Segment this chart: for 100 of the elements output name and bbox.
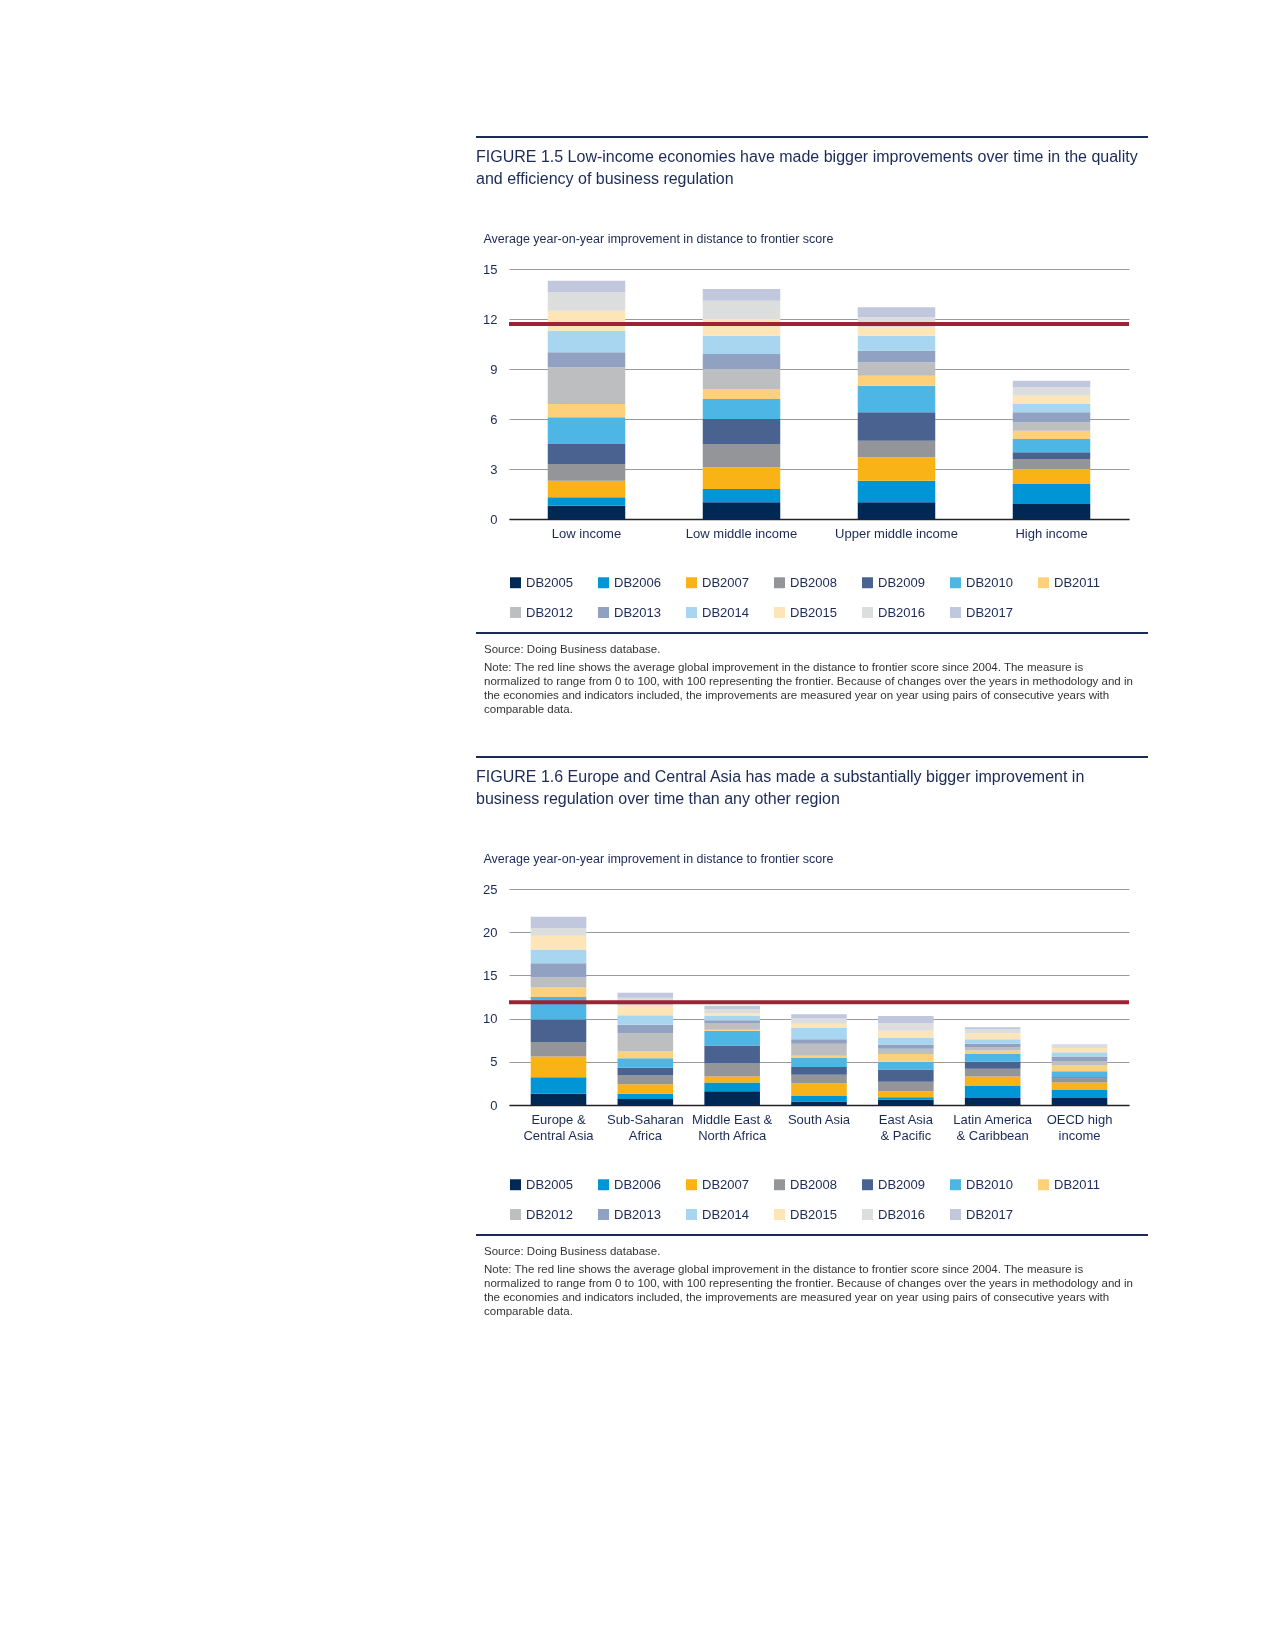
y-tick-label: 9: [490, 361, 498, 377]
legend-label: DB2012: [526, 604, 573, 620]
chart-title: FIGURE 1.6 Europe and Central Asia has made a substantially bigger improvement in business regulation over time than any other region: [476, 767, 1086, 809]
bar: [530, 1077, 587, 1094]
bar: [964, 1061, 1021, 1069]
bar: [791, 1018, 847, 1024]
bar: [1051, 1078, 1108, 1083]
x-tick-label: Low middle income: [685, 525, 798, 541]
bar: [617, 1093, 674, 1099]
legend-label: DB2006: [614, 1176, 661, 1192]
legend-label: DB2007: [702, 574, 749, 590]
bar: [857, 502, 936, 519]
bar: [791, 1066, 847, 1075]
bar: [547, 505, 626, 519]
bar: [617, 1051, 674, 1059]
legend-label: DB2016: [878, 1206, 925, 1222]
source-note: Source: Doing Business database.: [484, 642, 662, 656]
bar: [530, 916, 587, 928]
bar: [791, 1023, 847, 1029]
bar: [1012, 430, 1091, 439]
y-tick-label: 15: [483, 967, 498, 983]
bar: [1051, 1089, 1108, 1099]
bar: [547, 480, 626, 498]
bar: [702, 389, 781, 399]
bar: [547, 367, 626, 404]
bar: [704, 1020, 760, 1023]
bar: [1012, 404, 1091, 413]
y-tick-label: 0: [490, 1097, 498, 1113]
bar: [878, 1099, 934, 1105]
bar: [1012, 422, 1091, 431]
bar: [704, 1045, 760, 1064]
bar: [857, 362, 936, 376]
bar: [857, 307, 936, 318]
x-tick-label: High income: [1015, 525, 1088, 541]
legend-label: DB2008: [790, 574, 837, 590]
bar: [878, 1097, 934, 1100]
text: Note: The red line shows the average global improvement in the distance to frontier score since 2004. The measure is normalized to range from 0 to 100, with 100 representing the frontier. Because of changes over the years in methodology and in the economies and indicators included, the improvements are measured year on year using pairs of consecutive years with comparable data.: [484, 660, 1134, 716]
x-tick-label: East Asia & Pacific: [878, 1111, 934, 1143]
bar: [878, 1069, 934, 1082]
bar: [857, 440, 936, 458]
bar: [878, 1044, 934, 1049]
legend-label: DB2011: [1054, 574, 1101, 590]
legend-label: DB2010: [966, 1176, 1013, 1192]
bar: [617, 992, 674, 998]
y-tick-label: 3: [490, 461, 498, 477]
bar: [547, 497, 626, 506]
bar: [702, 289, 781, 301]
bar: [702, 354, 781, 369]
x-tick-label: Sub-Saharan Africa: [607, 1111, 684, 1143]
bar: [1051, 1071, 1108, 1078]
legend-label: DB2014: [702, 1206, 749, 1222]
source-note: Source: Doing Business database.: [484, 1244, 662, 1258]
bar: [1051, 1098, 1108, 1105]
bar: [530, 977, 587, 988]
legend-label: DB2013: [614, 604, 661, 620]
bar: [878, 1091, 934, 1098]
bar: [617, 1024, 674, 1034]
bar: [1012, 395, 1091, 404]
bar: [878, 1022, 934, 1031]
bar: [1012, 484, 1091, 504]
bar: [704, 1013, 760, 1017]
bar: [702, 419, 781, 444]
bar: [617, 1084, 674, 1094]
bar: [791, 1014, 847, 1019]
y-tick-label: 12: [483, 311, 498, 327]
bar: [702, 300, 781, 319]
bar: [964, 1033, 1021, 1040]
x-tick-label: Low income: [551, 525, 622, 541]
bar: [1051, 1047, 1108, 1053]
bar: [964, 1039, 1021, 1044]
bar: [617, 1005, 674, 1016]
y-tick-label: 6: [490, 411, 498, 427]
bar: [857, 412, 936, 441]
bar: [547, 404, 626, 418]
bar: [530, 935, 587, 950]
legend-label: DB2007: [702, 1176, 749, 1192]
bar: [530, 927, 587, 936]
bar: [530, 1019, 587, 1042]
legend-label: DB2011: [1054, 1176, 1101, 1192]
bar: [791, 1057, 847, 1067]
y-axis-title: Average year-on-year improvement in distance to frontier score: [483, 231, 834, 246]
bar: [878, 1061, 934, 1070]
bar: [547, 444, 626, 464]
bar: [547, 292, 626, 311]
bar: [1051, 1060, 1108, 1066]
bar: [1051, 1065, 1108, 1072]
bar: [1012, 439, 1091, 453]
bar: [964, 1076, 1021, 1086]
bar: [702, 502, 781, 519]
legend-label: DB2013: [614, 1206, 661, 1222]
y-tick-label: 25: [483, 881, 498, 897]
bar: [878, 1030, 934, 1038]
legend-label: DB2005: [526, 1176, 573, 1192]
y-axis-title: Average year-on-year improvement in distance to frontier score: [483, 851, 834, 866]
y-tick-label: 20: [483, 924, 498, 940]
bar: [702, 467, 781, 489]
y-tick-label: 0: [490, 511, 498, 527]
bar: [702, 489, 781, 503]
bar: [964, 1098, 1021, 1105]
bar: [878, 1048, 934, 1055]
